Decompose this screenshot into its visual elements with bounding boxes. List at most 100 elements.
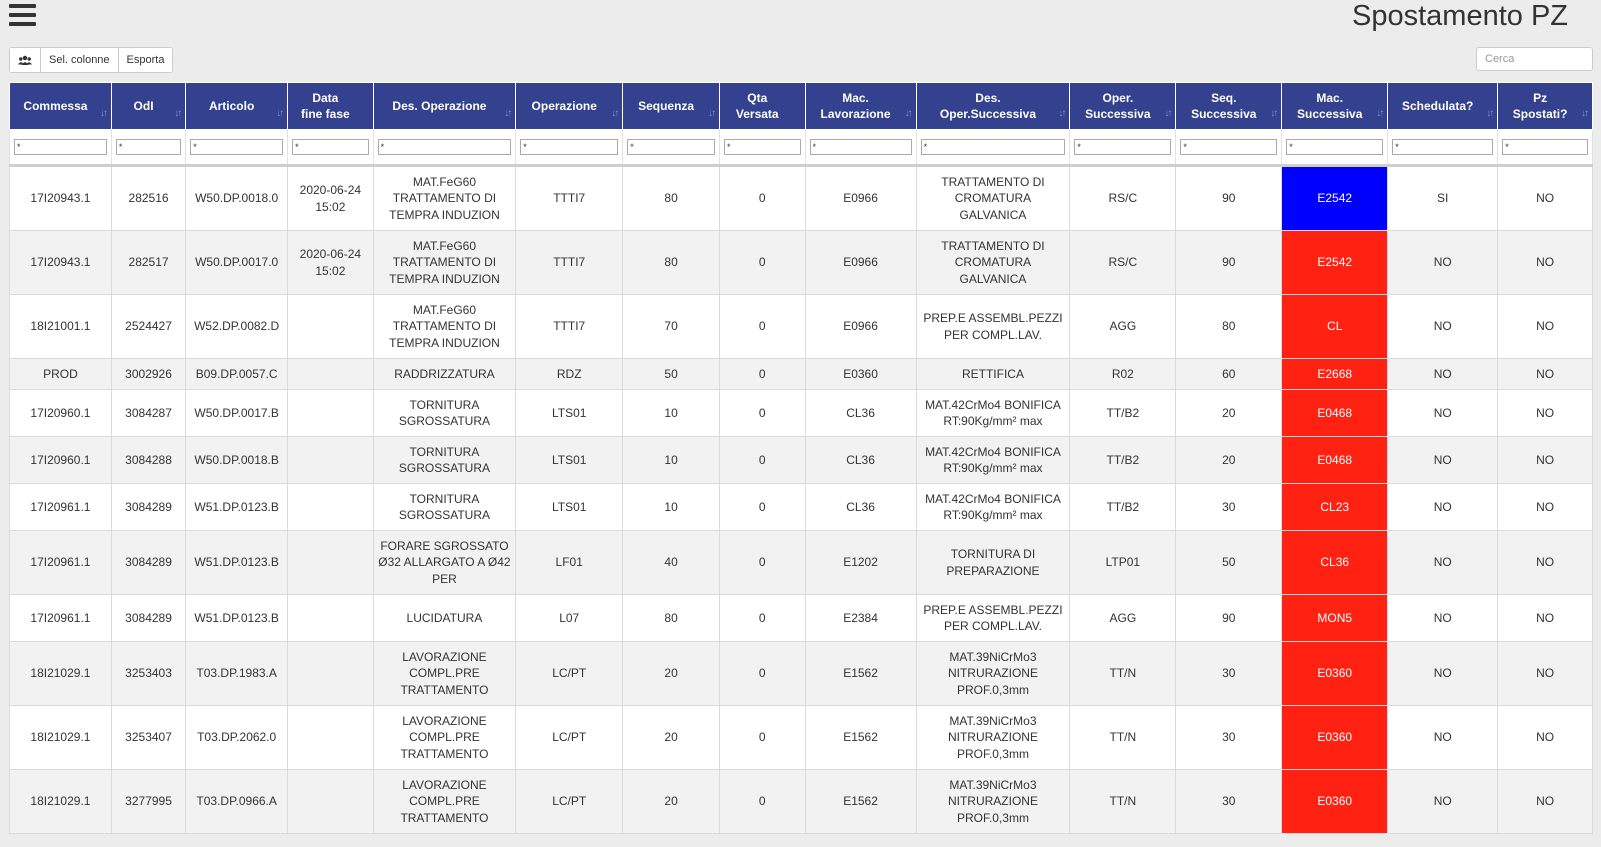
cell-sequenza: 20 [622, 641, 720, 706]
table-row[interactable]: 18I21001.1 2524427 W52.DP.0082.D MAT.FeG60 … [9, 294, 1593, 359]
table-row[interactable]: 17I20961.1 3084289 W51.DP.0123.B TORNITURA … [9, 483, 1593, 531]
column-header[interactable]: Oper. Successiva ↓↑ [1069, 82, 1177, 130]
table-row[interactable]: 17I20960.1 3084288 W50.DP.0018.B TORNITURA … [9, 436, 1593, 484]
cell-operazione: LF01 [515, 530, 624, 595]
sort-icon[interactable]: ↓↑ [904, 108, 913, 119]
column-filter-input[interactable] [190, 139, 284, 155]
sort-icon[interactable]: ↓↑ [1164, 108, 1172, 119]
cell-data [287, 436, 374, 484]
column-filter-input[interactable] [920, 139, 1066, 155]
cell-oper-succ: RS/C [1069, 230, 1177, 295]
table-row[interactable]: 17I20961.1 3084289 W51.DP.0123.B LUCIDATURA… [9, 594, 1593, 642]
cell-des-succ: TRATTAMENTO DI CROMATURA GALVANICA [915, 165, 1071, 231]
table-row[interactable]: 18I21029.1 3253403 T03.DP.1983.A LAVORAZION… [9, 641, 1593, 706]
sort-icon[interactable]: ↓↑ [276, 108, 284, 119]
cell-des-op: MAT.FeG60 TRATTAMENTO DI TEMPRA INDUZION [372, 165, 517, 231]
sort-icon[interactable]: ↓↑ [1270, 108, 1278, 119]
column-header[interactable]: Articolo ↓↑ [185, 82, 289, 130]
cell-des-succ: MAT.39NiCrMo3 NITRURAZIONE PROF.0,3mm [915, 705, 1071, 770]
column-header-label: OdI [133, 99, 154, 113]
filter-row [9, 129, 1593, 167]
filter-cell [1497, 129, 1593, 167]
table-row[interactable]: PROD 3002926 B09.DP.0057.C RADDRIZZATURA RDZ… [9, 358, 1593, 390]
column-header-label: Mac. [1316, 91, 1344, 105]
table-row[interactable]: 17I20961.1 3084289 W51.DP.0123.B FORARE SGR… [9, 530, 1593, 595]
column-filter-input[interactable] [1074, 139, 1172, 155]
cell-oper-succ: TT/N [1069, 641, 1177, 706]
column-filter-input[interactable] [14, 139, 107, 155]
cell-schedulata: NO [1387, 358, 1499, 390]
sort-icon[interactable]: ↓↑ [1376, 108, 1384, 119]
cell-qta: 0 [718, 483, 806, 531]
column-filter-input[interactable] [1286, 139, 1384, 155]
cell-operazione: LTS01 [515, 436, 624, 484]
column-header[interactable]: Qta Versata [718, 82, 806, 130]
cell-des-succ: MAT.42CrMo4 BONIFICA RT:90Kg/mm² max [915, 483, 1071, 531]
column-header[interactable]: Seq. Successiva ↓↑ [1175, 82, 1283, 130]
column-header[interactable]: Operazione ↓↑ [515, 82, 624, 130]
column-header[interactable]: Pz Spostati? ↓↑ [1497, 82, 1593, 130]
cell-mac-lav: E1562 [804, 705, 917, 770]
table-row[interactable]: 18I21029.1 3253407 T03.DP.2062.0 LAVORAZION… [9, 705, 1593, 770]
cell-odl: 3084289 [110, 594, 187, 642]
cell-mac-lav: CL36 [804, 389, 917, 437]
column-header-label: Successiva [1085, 107, 1151, 121]
column-filter-input[interactable] [627, 139, 715, 155]
cell-spostati: NO [1497, 483, 1593, 531]
filter-cell [622, 129, 720, 167]
cell-spostati: NO [1497, 705, 1593, 770]
sort-icon[interactable]: ↓↑ [1486, 108, 1494, 119]
cell-qta: 0 [718, 294, 806, 359]
table-row[interactable]: 17I20943.1 282517 W50.DP.0017.0 2020-06-24 … [9, 230, 1593, 295]
sort-icon[interactable]: ↓↑ [611, 108, 619, 119]
column-header[interactable]: Mac. Lavorazione ↓↑ [804, 82, 917, 130]
column-header-label: Sequenza [638, 99, 695, 113]
cell-schedulata: NO [1387, 705, 1499, 770]
cell-spostati: NO [1497, 389, 1593, 437]
column-filter-input[interactable] [520, 139, 619, 155]
cell-sequenza: 20 [622, 769, 720, 834]
filter-cell [372, 129, 517, 167]
hamburger-menu-icon[interactable] [9, 4, 36, 28]
column-header[interactable]: Des. Operazione ↓↑ [372, 82, 517, 130]
export-button[interactable]: Esporta [118, 48, 173, 72]
sort-icon[interactable]: ↓↑ [707, 108, 716, 119]
column-header[interactable]: Schedulata? ↓↑ [1387, 82, 1499, 130]
column-header[interactable]: Des. Oper.Successiva ↓↑ [915, 82, 1071, 130]
column-header[interactable]: Data fine fase [287, 82, 374, 130]
sort-icon[interactable]: ↓↑ [99, 108, 108, 119]
table-row[interactable]: 17I20943.1 282516 W50.DP.0018.0 2020-06-24 … [9, 165, 1593, 231]
column-filter-input[interactable] [377, 139, 512, 155]
cell-articolo: W50.DP.0018.0 [185, 165, 289, 231]
column-header[interactable]: OdI ↓↑ [110, 82, 187, 130]
column-filter-input[interactable] [292, 139, 369, 155]
cell-qta: 0 [718, 769, 806, 834]
column-filter-input[interactable] [1502, 139, 1588, 155]
column-header[interactable]: Commessa ↓↑ [9, 82, 112, 130]
search-input[interactable] [1476, 47, 1593, 71]
table-row[interactable]: 18I21029.1 3277995 T03.DP.0966.A LAVORAZION… [9, 769, 1593, 834]
column-filter-input[interactable] [809, 139, 912, 155]
sort-icon[interactable]: ↓↑ [174, 108, 182, 119]
column-header[interactable]: Mac. Successiva ↓↑ [1281, 82, 1389, 130]
column-filter-input[interactable] [1180, 139, 1278, 155]
filter-cell [1069, 129, 1177, 167]
column-filter-input[interactable] [723, 139, 801, 155]
cell-odl: 3084289 [110, 483, 187, 531]
select-columns-button[interactable]: Sel. colonne [41, 48, 119, 72]
sort-icon[interactable]: ↓↑ [1058, 108, 1066, 119]
column-header[interactable]: Sequenza ↓↑ [622, 82, 720, 130]
group-users-button[interactable] [10, 48, 41, 72]
cell-schedulata: NO [1387, 530, 1499, 595]
cell-qta: 0 [718, 165, 806, 231]
filter-cell [1387, 129, 1499, 167]
column-filter-input[interactable] [1392, 139, 1494, 155]
column-header-label: Oper.Successiva [939, 107, 1036, 121]
cell-articolo: W50.DP.0017.0 [185, 230, 289, 295]
cell-qta: 0 [718, 358, 806, 390]
column-filter-input[interactable] [115, 139, 182, 155]
table-row[interactable]: 17I20960.1 3084287 W50.DP.0017.B TORNITURA … [9, 389, 1593, 437]
sort-icon[interactable]: ↓↑ [504, 108, 512, 119]
cell-seq-succ: 30 [1175, 769, 1283, 834]
sort-icon[interactable]: ↓↑ [1581, 108, 1589, 119]
